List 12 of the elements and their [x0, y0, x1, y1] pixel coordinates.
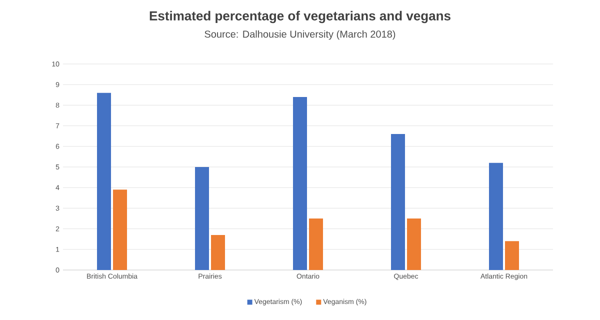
bar	[97, 92, 112, 270]
bar	[488, 162, 503, 270]
bar	[113, 190, 128, 270]
bar	[407, 218, 421, 270]
chart-title: Estimated percentage of vegetarians and vegans	[150, 10, 450, 24]
chart-subtitle: Source: Dalhousie University (March 2018)	[204, 30, 396, 40]
bar	[195, 166, 210, 270]
bar	[293, 96, 307, 270]
bar	[391, 134, 405, 270]
bar	[211, 234, 226, 270]
bar	[309, 218, 323, 270]
bar	[504, 241, 519, 270]
